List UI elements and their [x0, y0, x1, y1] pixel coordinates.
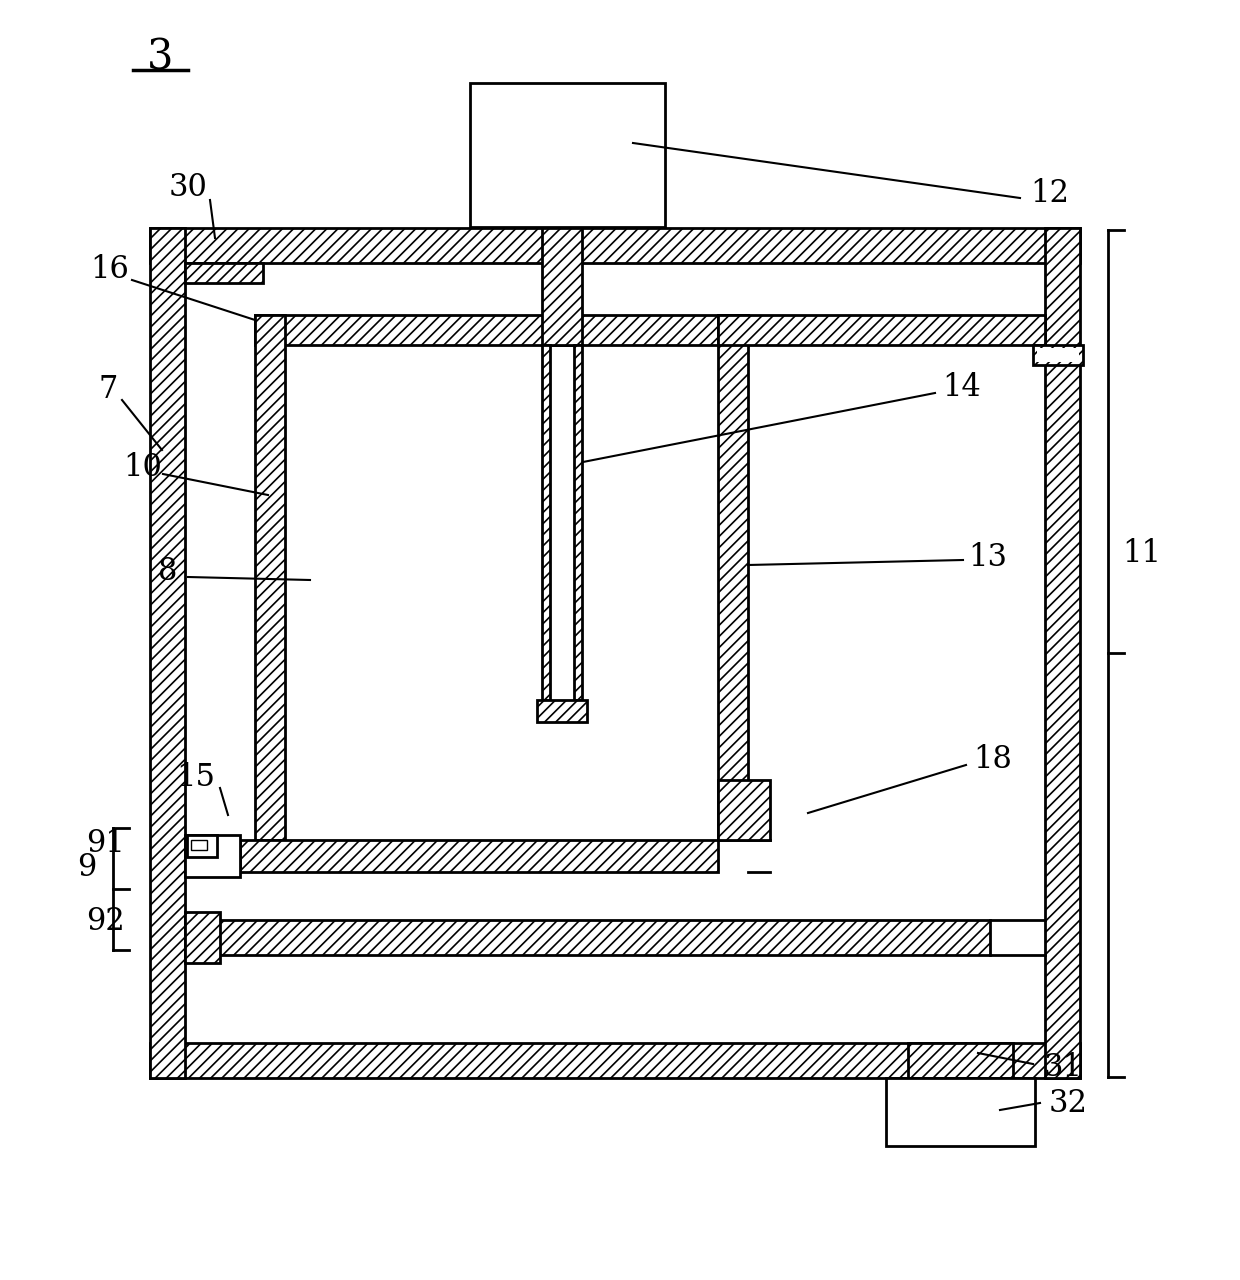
Bar [255, 315, 285, 840]
Bar [551, 346, 574, 700]
Bar [470, 83, 665, 227]
Bar [150, 228, 185, 1078]
Bar [1033, 346, 1083, 365]
Bar [285, 346, 718, 840]
Bar [1037, 348, 1079, 362]
Text: 3: 3 [146, 37, 174, 79]
Bar [150, 1043, 1080, 1078]
Text: 12: 12 [1030, 178, 1069, 209]
Bar [1045, 228, 1080, 1078]
Bar [574, 346, 582, 700]
Text: 92: 92 [86, 906, 124, 937]
Bar [185, 262, 1045, 1043]
Text: 8: 8 [159, 557, 177, 588]
Text: 30: 30 [169, 173, 207, 204]
Text: 7: 7 [98, 375, 118, 406]
Bar [718, 780, 770, 840]
Bar [908, 1043, 1013, 1078]
Bar [542, 346, 551, 700]
Bar [542, 228, 582, 346]
Text: 18: 18 [973, 745, 1012, 776]
Text: 10: 10 [124, 453, 162, 484]
Bar [185, 262, 263, 283]
Text: 15: 15 [176, 763, 216, 794]
Text: 13: 13 [968, 541, 1007, 572]
Bar [191, 840, 207, 850]
Bar [185, 911, 219, 963]
Bar [255, 315, 748, 346]
Bar [185, 835, 241, 877]
Bar [718, 315, 1045, 346]
Text: 31: 31 [1044, 1051, 1083, 1083]
Bar [241, 840, 718, 872]
Bar [718, 315, 748, 840]
Text: 9: 9 [77, 852, 97, 883]
Text: 16: 16 [91, 255, 129, 285]
Text: 91: 91 [86, 827, 124, 859]
Bar [150, 228, 1080, 262]
Bar [537, 700, 587, 722]
Text: 11: 11 [1122, 538, 1162, 568]
Text: 32: 32 [1049, 1088, 1087, 1119]
Bar [215, 920, 990, 955]
Text: 14: 14 [942, 371, 981, 402]
Bar [887, 1078, 1035, 1146]
Bar [187, 835, 217, 858]
